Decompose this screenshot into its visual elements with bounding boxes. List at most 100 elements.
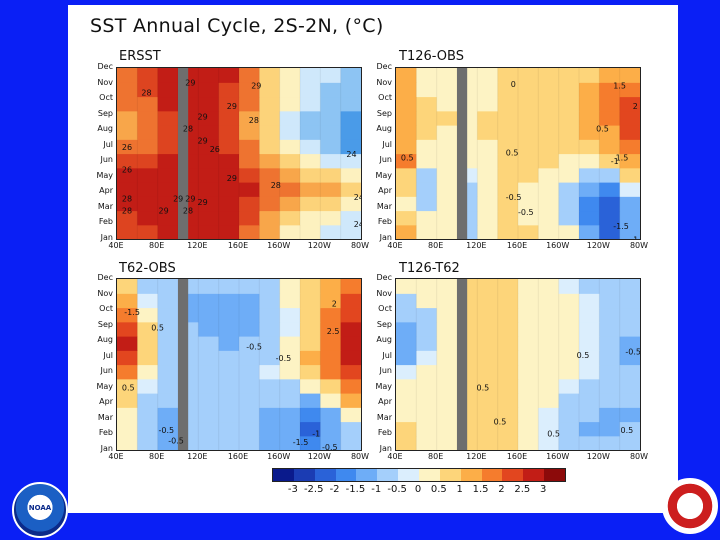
panel-title-t126-obs: T126-OBS: [399, 49, 464, 64]
cell-ersst-8-1: [137, 110, 159, 126]
cell-t62-obs-8-7: [259, 321, 281, 337]
cell-t126-t62-6-9: [579, 350, 600, 366]
colorbar-label-11: 2.5: [514, 484, 531, 495]
cell-t126-t62-8-10: [599, 321, 621, 337]
cell-ersst-8-5: [218, 110, 240, 126]
cell-t126-t62-7-6: [518, 336, 539, 351]
xtick-t126-t62-160w: 160W: [546, 452, 570, 461]
cell-t126-t62-4-9: [579, 378, 600, 394]
cell-t126-t62-11-11: [619, 279, 640, 294]
cell-ersst-5-10: [320, 153, 342, 169]
cell-t126-t62-7-8: [558, 336, 580, 351]
contour-label-t126-t62-1: -0.5: [625, 347, 640, 356]
cell-t62-obs-3-2: [157, 393, 179, 408]
cell-t62-obs-1-10: [320, 421, 342, 437]
contour-label-t126-t62-0: 0.5: [477, 383, 490, 392]
cell-ersst-11-10: [320, 68, 342, 83]
panel-t126-obs: 0 1.5 2 0.5 1.5 0.5 0.5 -1 -0.5 -0.5 -1.5 -1: [395, 67, 641, 240]
xtick-t62-obs-120e: 120E: [187, 452, 208, 461]
cell-t62-obs-8-6: [239, 321, 260, 337]
colorbar-swatch-12: [523, 469, 545, 481]
xtick-t126-t62-120e: 120E: [466, 452, 487, 461]
cell-t62-obs-4-4: [198, 378, 220, 394]
cell-ersst-0-7: [259, 224, 281, 239]
ytick-t62-obs-nov: Nov: [97, 288, 113, 298]
cell-ersst-4-11: [340, 167, 361, 183]
cell-t126-obs-10-2: [436, 82, 458, 98]
cell-ersst-4-9: [300, 167, 321, 183]
cell-t126-t62-10-2: [436, 293, 458, 309]
colorbar-swatch-8: [439, 469, 461, 481]
cell-ersst-7-7: [259, 125, 281, 140]
cell-t126-obs-3-9: [579, 182, 600, 197]
contour-label-ersst-14: 29: [185, 195, 195, 204]
cell-t126-t62-1-4: [477, 421, 499, 437]
cell-t126-t62-10-5: [497, 293, 519, 309]
cell-t62-obs-7-2: [157, 336, 179, 351]
ytick-ersst-apr: Apr: [99, 186, 113, 196]
cell-t62-obs-6-7: [259, 350, 281, 366]
cell-t126-t62-6-0: [396, 350, 417, 366]
cell-t126-t62-2-8: [558, 407, 580, 423]
cell-t126-t62-10-7: [538, 293, 560, 309]
cell-ersst-9-4: [198, 96, 220, 112]
cell-t62-obs-4-11: [340, 378, 361, 394]
cell-t126-obs-9-8: [558, 96, 580, 112]
colorbar-label-7: 0.5: [430, 484, 447, 495]
colorbar-label-6: 0: [414, 484, 422, 495]
ytick-t126-t62-oct: Oct: [378, 304, 392, 314]
xtick-ersst-80w: 80W: [350, 241, 370, 250]
xtick-t126-t62-40e: 40E: [387, 452, 403, 461]
cell-t126-obs-8-8: [558, 110, 580, 126]
heatmap-svg-t126-obs: 0 1.5 2 0.5 1.5 0.5 0.5 -1 -0.5 -0.5 -1.5 -1: [396, 68, 640, 239]
xtick-t126-obs-40e: 40E: [387, 241, 403, 250]
cell-t126-obs-11-4: [477, 68, 499, 83]
cell-t62-obs-5-10: [320, 364, 342, 380]
cell-t126-t62-9-1: [416, 307, 438, 323]
cell-t126-t62-3-7: [538, 393, 560, 408]
cell-t126-obs-2-8: [558, 196, 580, 212]
cell-t62-obs-5-5: [218, 364, 240, 380]
cell-ersst-9-1: [137, 96, 159, 112]
cell-ersst-6-4: [198, 139, 220, 155]
cell-t62-obs-7-8: [279, 336, 301, 351]
cell-t62-obs-8-10: [320, 321, 342, 337]
cell-t126-obs-7-0: [396, 125, 417, 140]
cell-t126-obs-7-10: [599, 125, 621, 140]
cell-t62-obs-1-2: [157, 421, 179, 437]
cell-t62-obs-9-9: [300, 307, 321, 323]
cell-t126-obs-4-1: [416, 167, 438, 183]
cell-t126-t62-10-8: [558, 293, 580, 309]
contour-label-ersst-1: 29: [198, 113, 208, 122]
cell-t126-obs-6-0: [396, 139, 417, 155]
cell-ersst-0-8: [279, 224, 301, 239]
cell-t126-t62-5-2: [436, 364, 458, 380]
cell-ersst-7-5: [218, 125, 240, 140]
cell-ersst-5-5: [218, 153, 240, 169]
cell-t126-t62-4-7: [538, 378, 560, 394]
ytick-t62-obs-dec: Dec: [97, 273, 113, 282]
cell-t126-t62-3-5: [497, 393, 519, 408]
cell-ersst-1-11: [340, 210, 361, 226]
cell-t126-obs-9-7: [538, 96, 560, 112]
cell-ersst-3-1: [137, 182, 159, 197]
cell-t126-t62-0-8: [558, 435, 580, 450]
xtick-t126-obs-80e: 80E: [428, 241, 444, 250]
cell-t62-obs-10-4: [198, 293, 220, 309]
cell-ersst-11-9: [300, 68, 321, 83]
cell-ersst-10-1: [137, 82, 159, 98]
cell-t126-t62-6-5: [497, 350, 519, 366]
cell-t126-obs-4-8: [558, 167, 580, 183]
cell-t62-obs-7-10: [320, 336, 342, 351]
cell-t62-obs-3-1: [137, 393, 159, 408]
cell-ersst-5-11: [340, 153, 361, 169]
contour-label-t126-obs-3: 0.5: [506, 148, 519, 157]
cell-t126-obs-10-6: [518, 82, 539, 98]
cell-t62-obs-4-1: [137, 378, 159, 394]
cell-ersst-5-4: [198, 153, 220, 169]
cell-t62-obs-11-0: [117, 279, 138, 294]
cell-t126-obs-5-1: [416, 153, 438, 169]
colorbar-swatch-6: [398, 469, 420, 481]
cell-t126-t62-0-7: [538, 435, 560, 450]
cell-ersst-3-11: [340, 182, 361, 197]
